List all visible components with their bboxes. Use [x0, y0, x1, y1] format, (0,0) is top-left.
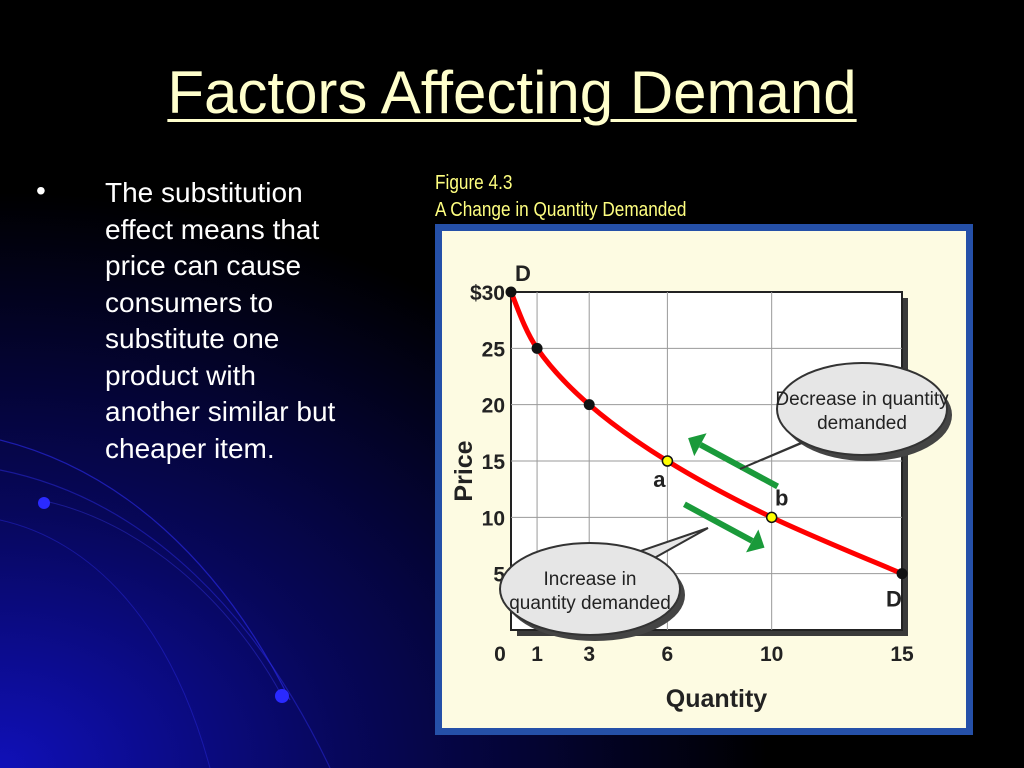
- slide-title: Factors Affecting Demand: [0, 58, 1024, 127]
- curve-label-d: D: [515, 261, 531, 286]
- x-tick-label: 3: [583, 643, 595, 666]
- highlighted-point: [765, 511, 778, 524]
- figure-caption: Figure 4.3 A Change in Quantity Demanded: [435, 170, 686, 224]
- figure-title: A Change in Quantity Demanded: [435, 199, 687, 221]
- bullet-marker: •: [36, 175, 46, 206]
- y-axis-title: Price: [450, 440, 478, 501]
- data-point: [896, 568, 908, 580]
- y-tick-label: 20: [482, 395, 505, 418]
- figure-number: Figure 4.3: [435, 172, 513, 194]
- bubble-text: Increase in: [544, 569, 637, 590]
- data-point: [531, 342, 543, 354]
- background-orb: [275, 689, 289, 703]
- data-point: [583, 399, 595, 411]
- bubble-text: demanded: [817, 413, 907, 434]
- y-tick-label: 15: [482, 451, 506, 474]
- bubble-body: [776, 362, 948, 456]
- arrow-shaft: [699, 442, 780, 490]
- x-axis-title: Quantity: [666, 685, 767, 713]
- bullet-text: The substitution effect means that price…: [105, 177, 336, 464]
- bubble-text: Decrease in quantity: [775, 389, 949, 410]
- curve-label-d: D: [886, 587, 902, 612]
- slide-title-text: Factors Affecting Demand: [167, 59, 857, 126]
- y-tick-label: 10: [482, 507, 505, 530]
- x-tick-label: 15: [890, 643, 914, 666]
- point-label-b: b: [775, 485, 788, 510]
- demand-chart: 0 1 3 6 10 15510152025$30QuantityPriceDDabDec…: [450, 261, 952, 713]
- data-point: [505, 286, 517, 298]
- x-tick-label: 10: [760, 643, 783, 666]
- y-tick-label: $30: [470, 282, 505, 305]
- x-tick-label: 0: [494, 643, 506, 666]
- highlighted-point: [661, 455, 674, 467]
- y-tick-label: 25: [482, 338, 506, 361]
- callout-increase: Increase in quantity demanded: [499, 527, 709, 641]
- arrow-increase: [682, 501, 765, 553]
- bubble-text: quantity demanded: [509, 593, 671, 614]
- callout-decrease: Decrease in quantity demanded: [739, 362, 952, 470]
- x-tick-label: 1: [531, 643, 543, 666]
- x-tick-label: 6: [662, 643, 674, 666]
- point-label-a: a: [653, 467, 666, 492]
- arrow-shaft: [682, 501, 754, 544]
- bubble-body: [499, 542, 681, 636]
- arrow-decrease: [688, 433, 780, 490]
- background-orb: [38, 497, 50, 509]
- arrow-head: [746, 529, 765, 553]
- arrow-head: [688, 433, 707, 457]
